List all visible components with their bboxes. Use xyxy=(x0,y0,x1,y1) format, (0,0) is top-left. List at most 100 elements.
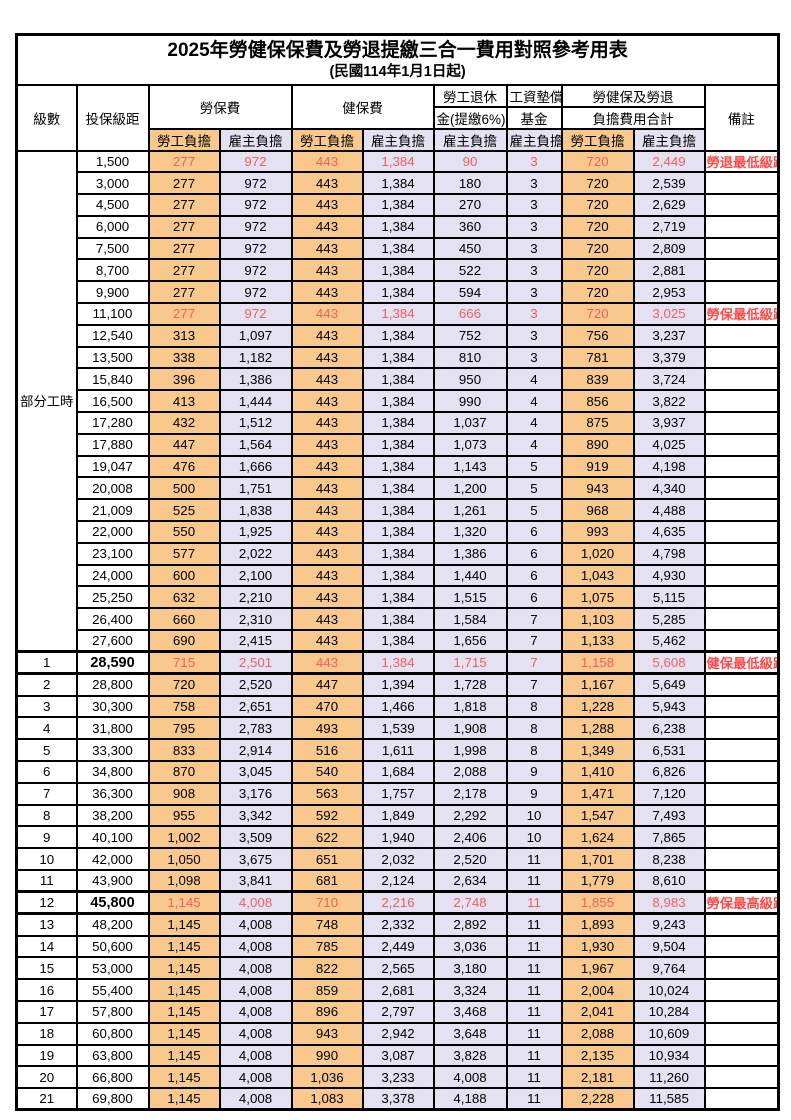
health-employer-cell: 2,332 xyxy=(361,912,435,937)
total-employee-cell: 1,930 xyxy=(560,934,635,959)
level-cell: 16 xyxy=(15,978,78,1002)
total-employer-cell: 3,724 xyxy=(632,367,706,392)
note-cell xyxy=(703,541,780,566)
salary-bracket-cell: 28,590 xyxy=(75,650,150,676)
labor-employee-cell: 413 xyxy=(147,389,221,414)
pension-employer-cell: 450 xyxy=(432,236,508,261)
labor-employee-cell: 1,145 xyxy=(147,1087,221,1111)
labor-employee-cell: 277 xyxy=(147,280,221,305)
labor-employer-cell: 4,008 xyxy=(218,956,293,981)
total-employee-cell: 2,135 xyxy=(560,1043,635,1068)
health-employer-cell: 1,384 xyxy=(361,258,435,283)
salary-bracket-cell: 1,500 xyxy=(75,149,150,174)
table-row: 8,700 277 972 443 1,384 522 3 720 2,881 xyxy=(17,258,780,283)
wage-fund-employer-cell: 7 xyxy=(505,672,563,697)
wage-fund-employer-cell: 5 xyxy=(505,476,563,501)
pension-employer-cell: 3,036 xyxy=(432,934,508,959)
health-employer-cell: 1,384 xyxy=(361,214,435,239)
total-employer-cell: 7,865 xyxy=(632,825,706,850)
labor-employer-cell: 2,210 xyxy=(218,585,293,610)
health-employer-cell: 1,684 xyxy=(361,760,435,784)
pension-employer-cell: 3,648 xyxy=(432,1021,508,1046)
health-employer-cell: 1,384 xyxy=(361,345,435,370)
wage-fund-employer-cell: 6 xyxy=(505,541,563,566)
wage-fund-employer-cell: 11 xyxy=(505,890,563,916)
table-row: 3,000 277 972 443 1,384 180 3 720 2,539 xyxy=(17,171,780,196)
total-employee-cell: 1,471 xyxy=(560,781,635,806)
labor-employee-cell: 660 xyxy=(147,607,221,632)
wage-fund-employer-cell: 11 xyxy=(505,999,563,1024)
health-employer-cell: 1,384 xyxy=(361,280,435,305)
table-row: 4,500 277 972 443 1,384 270 3 720 2,629 xyxy=(17,193,780,217)
pension-employer-cell: 3,180 xyxy=(432,956,508,981)
pension-employer-cell: 2,748 xyxy=(432,890,508,916)
health-employer-cell: 1,384 xyxy=(361,171,435,196)
level-cell: 5 xyxy=(15,738,78,763)
labor-employer-cell: 4,008 xyxy=(218,912,293,937)
wage-fund-employer-cell: 6 xyxy=(505,520,563,544)
level-cell: 2 xyxy=(15,672,78,697)
total-employee-cell: 993 xyxy=(560,520,635,544)
health-employee-cell: 516 xyxy=(290,738,364,763)
pension-employer-cell: 522 xyxy=(432,258,508,283)
note-cell xyxy=(703,607,780,632)
salary-bracket-cell: 42,000 xyxy=(75,847,150,871)
health-employee-cell: 493 xyxy=(290,716,364,741)
labor-employer-cell: 2,501 xyxy=(218,650,293,676)
salary-bracket-cell: 16,500 xyxy=(75,389,150,414)
pension-employer-cell: 594 xyxy=(432,280,508,305)
note-cell xyxy=(703,367,780,392)
health-employer-cell: 1,384 xyxy=(361,629,435,653)
wage-fund-employer-cell: 4 xyxy=(505,432,563,457)
labor-employee-cell: 550 xyxy=(147,520,221,544)
total-employee-cell: 781 xyxy=(560,345,635,370)
labor-employer-cell: 972 xyxy=(218,236,293,261)
pension-employer-cell: 2,892 xyxy=(432,912,508,937)
salary-bracket-cell: 34,800 xyxy=(75,760,150,784)
pension-employer-cell: 2,634 xyxy=(432,869,508,893)
pension-employer-cell: 4,188 xyxy=(432,1087,508,1111)
table-row: 24,000 600 2,100 443 1,384 1,440 6 1,043… xyxy=(17,563,780,588)
labor-employee-cell: 432 xyxy=(147,411,221,435)
note-cell xyxy=(703,520,780,544)
health-employee-cell: 785 xyxy=(290,934,364,959)
note-cell xyxy=(703,1043,780,1068)
table-row: 9 40,100 1,002 3,509 622 1,940 2,406 10 … xyxy=(15,825,780,850)
labor-employee-cell: 795 xyxy=(147,716,221,741)
wage-fund-employer-cell: 7 xyxy=(505,650,563,676)
header-level: 級數 xyxy=(15,83,78,152)
health-employer-cell: 1,384 xyxy=(361,585,435,610)
health-employer-cell: 1,384 xyxy=(361,389,435,414)
note-cell xyxy=(703,672,780,697)
total-employee-cell: 1,133 xyxy=(560,629,635,653)
salary-bracket-cell: 30,300 xyxy=(75,694,150,719)
wage-fund-employer-cell: 3 xyxy=(505,258,563,283)
wage-fund-employer-cell: 3 xyxy=(505,171,563,196)
labor-employee-cell: 833 xyxy=(147,738,221,763)
total-employee-cell: 720 xyxy=(560,171,635,196)
salary-bracket-cell: 17,880 xyxy=(75,432,150,457)
note-cell xyxy=(703,781,780,806)
labor-employer-cell: 3,342 xyxy=(218,803,293,828)
note-cell xyxy=(703,847,780,871)
pension-employer-cell: 1,656 xyxy=(432,629,508,653)
labor-employer-cell: 1,925 xyxy=(218,520,293,544)
wage-fund-employer-cell: 3 xyxy=(505,236,563,261)
wage-fund-employer-cell: 4 xyxy=(505,367,563,392)
table-row: 21,009 525 1,838 443 1,384 1,261 5 968 4… xyxy=(17,498,780,523)
note-cell xyxy=(703,193,780,217)
pension-employer-cell: 2,088 xyxy=(432,760,508,784)
note-cell: 勞保最高級距 xyxy=(703,890,780,916)
total-employer-cell: 8,238 xyxy=(632,847,706,871)
note-cell xyxy=(703,432,780,457)
total-employer-cell: 4,340 xyxy=(632,476,706,501)
salary-bracket-cell: 19,047 xyxy=(75,454,150,479)
labor-employee-cell: 1,145 xyxy=(147,978,221,1002)
total-employee-cell: 2,088 xyxy=(560,1021,635,1046)
total-employer-cell: 3,025 xyxy=(632,302,706,326)
health-employee-cell: 443 xyxy=(290,411,364,435)
total-employer-cell: 9,504 xyxy=(632,934,706,959)
wage-fund-employer-cell: 3 xyxy=(505,323,563,348)
pension-employer-cell: 180 xyxy=(432,171,508,196)
total-employee-cell: 1,893 xyxy=(560,912,635,937)
